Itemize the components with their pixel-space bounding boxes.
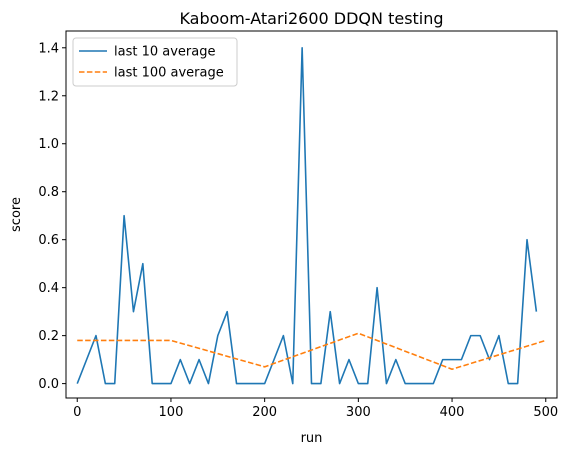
- plot-area-frame: [65, 30, 558, 399]
- x-tick-label: 200: [252, 405, 277, 420]
- y-tick-label: 0.6: [38, 233, 59, 248]
- y-tick-label: 0.0: [38, 377, 59, 392]
- legend-label-last-10: last 10 average: [114, 45, 215, 60]
- y-tick-label: 1.2: [38, 89, 59, 104]
- series-lines: [76, 46, 546, 385]
- legend-label-last-100: last 100 average: [114, 66, 224, 81]
- series-line-last-100-average: [77, 332, 546, 371]
- y-tick-label: 0.2: [38, 329, 59, 344]
- x-tick-label: 100: [159, 405, 184, 420]
- legend-box: [72, 37, 238, 87]
- x-tick-label: 300: [346, 405, 371, 420]
- chart-title: Kaboom-Atari2600 DDQN testing: [179, 9, 443, 28]
- y-tick-label: 0.4: [38, 281, 59, 296]
- y-tick-label: 0.8: [38, 185, 59, 200]
- legend: last 10 average last 100 average: [72, 37, 238, 87]
- x-tick-label: 500: [533, 405, 558, 420]
- x-axis-ticks: 0 100 200 300 400 500: [73, 398, 558, 420]
- y-axis-label: score: [9, 197, 24, 232]
- x-tick-label: 0: [73, 405, 81, 420]
- y-axis-ticks: 0.0 0.2 0.4 0.6 0.8 1.0 1.2 1.4: [38, 41, 66, 392]
- x-axis-label: run: [301, 431, 323, 446]
- y-tick-label: 1.4: [38, 41, 59, 56]
- series-line-last-10-average: [76, 46, 538, 385]
- x-tick-label: 400: [440, 405, 465, 420]
- y-tick-label: 1.0: [38, 137, 59, 152]
